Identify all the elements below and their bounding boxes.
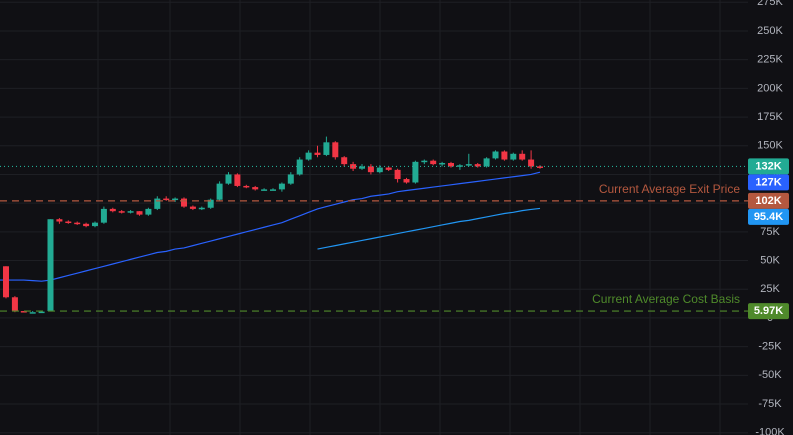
candle-body (261, 189, 268, 191)
price-badge (748, 174, 789, 191)
candle-body (100, 208, 107, 223)
candle-body (83, 223, 90, 227)
candle-body (145, 208, 152, 215)
candle-body (287, 174, 294, 184)
time-grid (97, 0, 721, 435)
candle-body (332, 142, 339, 158)
price-badge (748, 208, 789, 225)
candle-body (225, 174, 232, 184)
y-tick-label: 150K (757, 140, 783, 152)
ma-line (317, 207, 541, 250)
price-badge-label: 5.97K (754, 305, 783, 317)
candle-body (341, 157, 348, 165)
candle-body (474, 164, 481, 167)
candle-body (403, 179, 410, 183)
candle-body (376, 167, 383, 173)
price-line-label: Current Average Cost Basis (592, 292, 740, 306)
candle-body (136, 211, 143, 215)
candle-body (207, 199, 214, 208)
y-tick-label: -100K (755, 427, 785, 435)
candle-body (243, 185, 250, 188)
candle-body (430, 160, 437, 165)
candle-body (465, 164, 472, 166)
y-tick-label: 75K (760, 226, 780, 238)
candle-body (172, 198, 179, 201)
candle-body (350, 164, 357, 169)
candle-body (270, 189, 276, 191)
candle-body (448, 162, 454, 167)
candle-body (20, 311, 27, 313)
candle-body (234, 174, 241, 186)
price-badge-label: 95.4K (754, 211, 783, 223)
price-badge-label: 102K (755, 195, 781, 207)
price-badge (748, 303, 789, 320)
candle-body (537, 166, 543, 168)
candle-body (127, 211, 134, 213)
candle-body (385, 167, 392, 170)
candle-body (56, 219, 63, 222)
y-tick-label: 200K (757, 82, 783, 94)
candle-body (412, 161, 419, 183)
y-tick-label: 50K (760, 254, 780, 266)
price-badge-label: 132K (755, 160, 781, 172)
candle-body (421, 160, 428, 163)
candle-body (118, 211, 125, 213)
candle-body (109, 208, 116, 212)
candle-body (492, 151, 499, 159)
candle-body (29, 312, 36, 314)
candle-body (510, 153, 517, 160)
candle-body (74, 222, 81, 225)
y-tick-label: 275K (757, 0, 783, 8)
candle-body (323, 142, 330, 155)
candle-body (11, 297, 18, 312)
price-badge (748, 158, 789, 175)
candle-body (3, 266, 9, 298)
y-tick-label: 225K (757, 54, 783, 66)
candle-body (278, 183, 285, 190)
candle-body (154, 198, 161, 209)
candle-body (483, 158, 490, 167)
candle-body (456, 165, 463, 167)
candle-body (314, 152, 321, 155)
candle-body (189, 206, 196, 209)
candle-body (38, 311, 45, 314)
price-badge (748, 192, 789, 209)
y-tick-label: 175K (757, 111, 783, 123)
candle-body (439, 162, 446, 165)
candle-body (163, 198, 170, 201)
candle-body (92, 222, 98, 227)
y-tick-label: -25K (758, 341, 782, 353)
candle-body (181, 198, 187, 207)
price-line-label: Current Average Exit Price (599, 182, 741, 196)
candle-body (359, 166, 365, 169)
y-tick-label: -75K (758, 398, 782, 410)
candle-body (216, 183, 223, 200)
candle-body (528, 159, 535, 167)
candle-body (501, 151, 508, 160)
y-tick-label: 25K (760, 283, 780, 295)
candle-body (519, 153, 526, 160)
candle-body (65, 221, 72, 224)
candle-body (367, 166, 374, 173)
candle-body (296, 159, 303, 175)
y-tick-label: 250K (757, 25, 783, 37)
candle-body (394, 169, 401, 180)
candle-body (198, 207, 205, 210)
candle-body (305, 152, 312, 160)
candle-body (252, 187, 259, 190)
candle-body (47, 219, 54, 312)
price-badge-label: 127K (755, 176, 781, 188)
ma-line (0, 171, 541, 282)
y-tick-label: -50K (758, 369, 782, 381)
